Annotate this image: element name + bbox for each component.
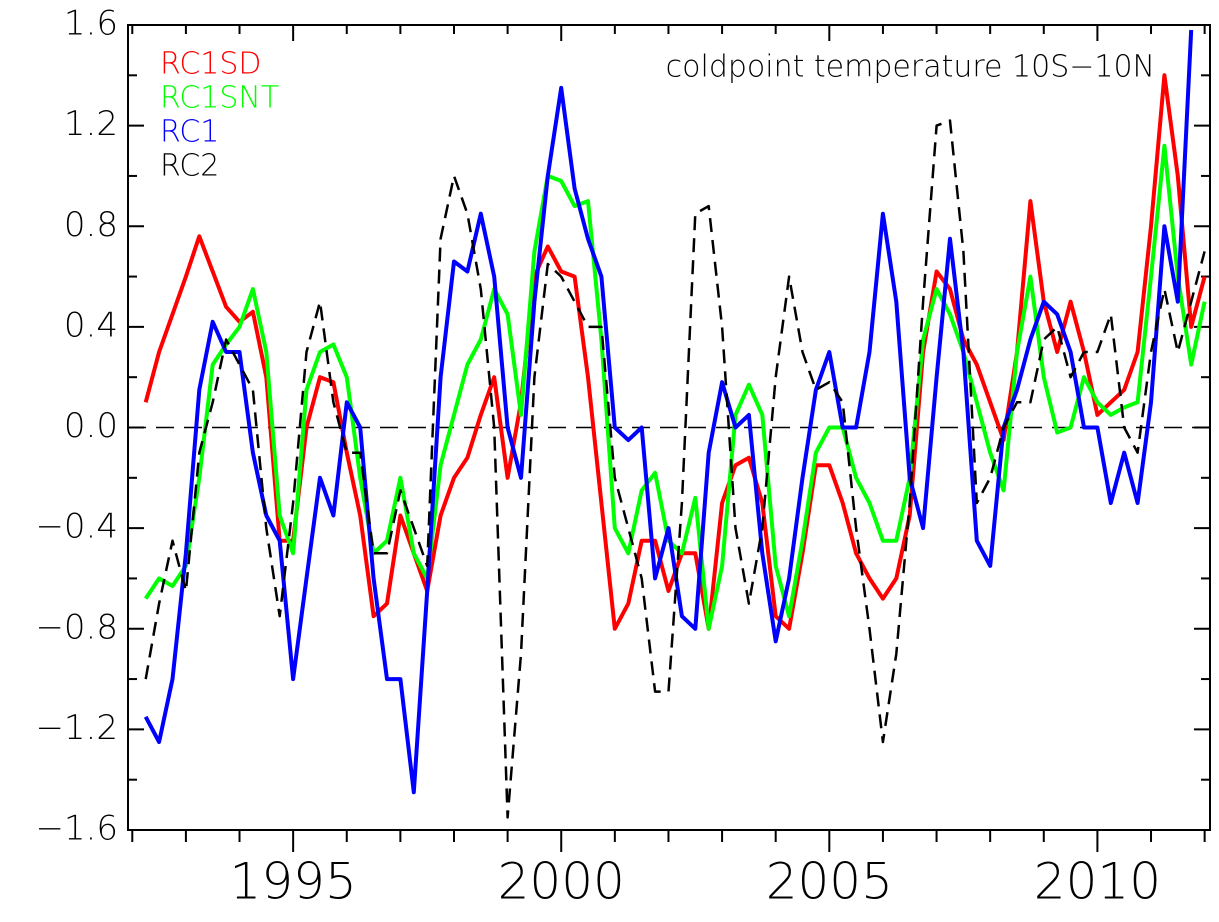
legend-entry: RC2	[160, 149, 219, 184]
y-tick-label: 1.6	[64, 4, 118, 44]
y-tick-label: −1.2	[35, 708, 118, 748]
series-line	[144, 119, 1206, 819]
y-tick-label: −0.8	[35, 607, 118, 647]
x-tick-label: 2005	[766, 853, 893, 911]
annotation: coldpoint temperature 10S−10N	[666, 50, 1155, 85]
y-tick-label: 1.2	[64, 104, 118, 144]
legend-entry: RC1SNT	[160, 81, 279, 116]
y-tick-label: 0.0	[64, 406, 118, 446]
series-line	[144, 143, 1207, 631]
y-tick-label: −0.4	[35, 507, 118, 547]
x-tick-label: 1995	[230, 853, 357, 911]
legend-entry: RC1SD	[160, 47, 262, 82]
series-line	[143, 29, 1194, 795]
x-tick-label: 2010	[1034, 853, 1161, 911]
y-tick-label: 0.4	[64, 305, 118, 345]
x-tick-label: 2000	[498, 853, 625, 911]
y-tick-label: −1.6	[35, 809, 118, 849]
y-tick-label: 0.8	[64, 205, 118, 245]
legend-entry: RC1	[160, 115, 219, 150]
